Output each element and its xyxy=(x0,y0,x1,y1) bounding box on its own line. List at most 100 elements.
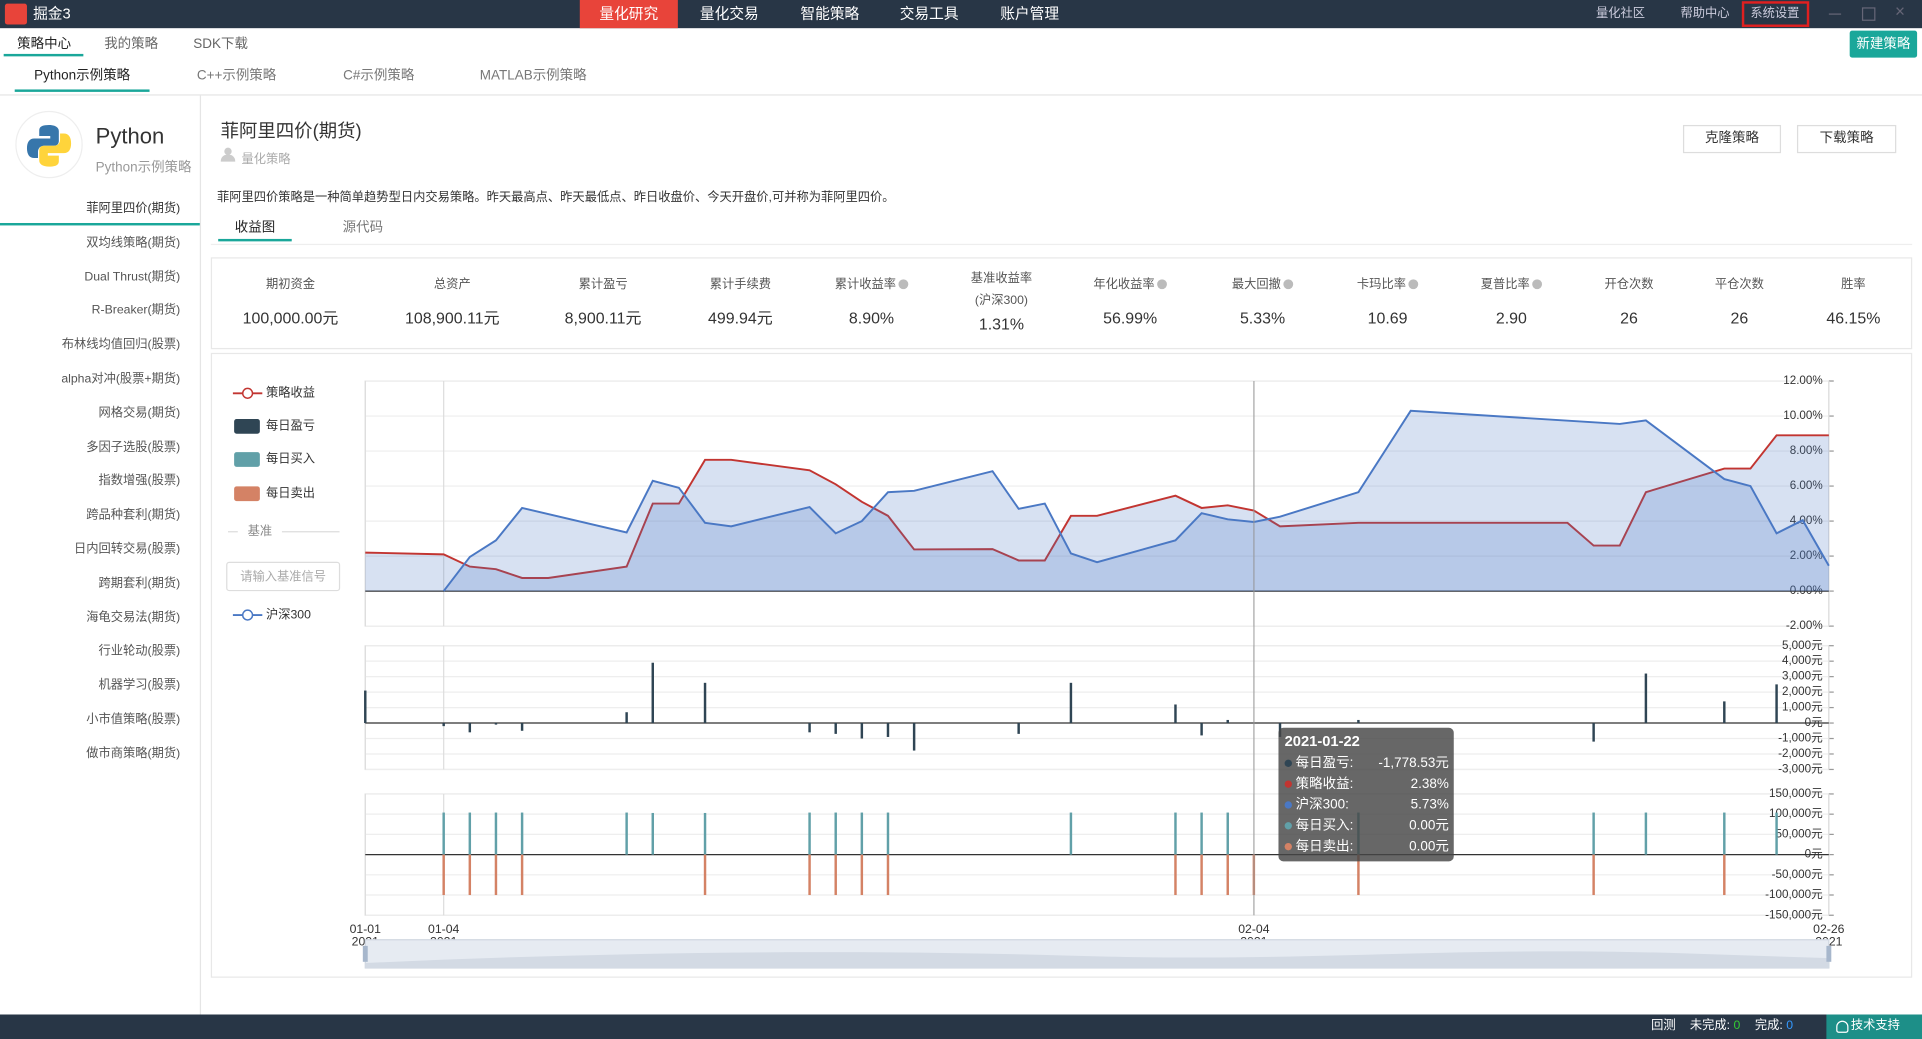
clone-button[interactable]: 克隆策略 xyxy=(1682,124,1782,154)
bar xyxy=(1644,673,1648,724)
bar xyxy=(520,723,524,731)
bar xyxy=(1200,812,1203,855)
bar xyxy=(1592,812,1595,855)
sidebar-item[interactable]: alpha对冲(股票+期货) xyxy=(61,372,181,386)
lang-tab[interactable]: MATLAB示例策略 xyxy=(479,68,587,84)
sidebar-item[interactable]: 跨品种套利(期货) xyxy=(86,508,181,523)
sidebar-item[interactable]: 小市值策略(股票) xyxy=(86,713,181,727)
legend-marker xyxy=(241,609,254,621)
nav-item[interactable]: 智能策略 xyxy=(800,4,860,23)
bar xyxy=(834,854,837,896)
lang-tab[interactable]: Python示例策略 xyxy=(34,68,131,84)
metric-note: (沪深300) xyxy=(974,294,1029,308)
strategy-tab[interactable]: 收益图 xyxy=(234,220,276,236)
sidebar-item[interactable]: 机器学习(股票) xyxy=(98,679,181,693)
metric-label-text: 夏普比率 xyxy=(1480,278,1530,292)
sidebar-item[interactable]: 海龟交易法(期货) xyxy=(86,610,181,625)
lang-tab[interactable]: C++示例策略 xyxy=(196,68,277,84)
metric-label-text: 基准收益率 xyxy=(970,272,1033,286)
sidebar-item[interactable]: 指数增强(股票) xyxy=(98,474,181,489)
y-tick-label: 3,000元 xyxy=(1782,670,1823,683)
y-tick-label: 10.00% xyxy=(1783,409,1822,422)
metric-label-text: 胜率 xyxy=(1841,278,1866,292)
bar xyxy=(1069,682,1073,724)
tooltip-dot xyxy=(1284,801,1292,809)
y-tick-label: 4,000元 xyxy=(1782,654,1823,667)
strategy-tab[interactable]: 源代码 xyxy=(342,220,384,236)
sub-tab[interactable]: 策略中心 xyxy=(17,36,72,52)
benchmark-input[interactable] xyxy=(226,561,341,592)
legend-swatch xyxy=(234,486,260,502)
y-tick-label: -100,000元 xyxy=(1765,888,1823,901)
metric-label: 卡玛比率 xyxy=(1314,277,1461,294)
metric-label: 基准收益率 xyxy=(928,271,1075,288)
nav-item[interactable]: 量化交易 xyxy=(699,4,759,23)
bar xyxy=(1226,854,1229,896)
sub-tab[interactable]: SDK下载 xyxy=(193,36,248,52)
legend-label: 策略收益 xyxy=(266,385,315,400)
sidebar-item[interactable]: 双均线策略(期货) xyxy=(86,236,181,250)
sub-tab[interactable]: 我的策略 xyxy=(104,36,159,52)
sidebar-item[interactable]: 菲阿里四价(期货) xyxy=(86,202,181,216)
y-tick-label: -2.00% xyxy=(1786,619,1823,632)
info-icon xyxy=(1157,279,1167,290)
bar xyxy=(468,723,472,733)
y-tick-label: 50,000元 xyxy=(1776,827,1824,840)
tooltip-value: 5.73% xyxy=(1410,797,1449,813)
nav-item[interactable]: 量化研究 xyxy=(579,0,678,29)
sidebar-item[interactable]: 日内回转交易(股票) xyxy=(73,542,181,557)
python-logo xyxy=(15,110,83,179)
bar xyxy=(468,812,472,855)
bar xyxy=(1723,812,1726,855)
minimize[interactable] xyxy=(1828,13,1842,15)
info-icon xyxy=(1532,279,1543,290)
sidebar-item[interactable]: R-Breaker(期货) xyxy=(91,304,181,318)
metric-value: 499.94元 xyxy=(708,308,773,328)
status-text: 回测 xyxy=(1651,1019,1676,1033)
metric-value: 46.15% xyxy=(1826,308,1881,328)
metric-label: 期初资金 xyxy=(217,277,364,294)
y-tick-label: -1,000元 xyxy=(1778,732,1823,745)
legend-label: 每日卖出 xyxy=(266,485,315,500)
legend-label: 每日盈亏 xyxy=(266,418,315,433)
bar xyxy=(442,723,445,727)
support-text[interactable]: 技术支持 xyxy=(1850,1019,1900,1033)
zoom-preview xyxy=(365,951,1829,968)
lang-tab[interactable]: C#示例策略 xyxy=(343,68,415,84)
sidebar-item[interactable]: Dual Thrust(期货) xyxy=(84,270,181,284)
sidebar-item[interactable]: 多因子选股(股票) xyxy=(86,440,181,455)
y-tick-label: 5,000元 xyxy=(1782,639,1823,652)
nav-right-item[interactable]: 帮助中心 xyxy=(1680,7,1730,21)
sidebar-item[interactable]: 做市商策略(期货) xyxy=(86,747,181,761)
download-button[interactable]: 下载策略 xyxy=(1796,124,1897,154)
metric-label-text: 开仓次数 xyxy=(1604,278,1654,292)
nav-item[interactable]: 账户管理 xyxy=(1000,4,1060,23)
bar xyxy=(1357,719,1360,724)
new-button[interactable]: 新建策略 xyxy=(1849,30,1918,58)
bar xyxy=(1069,812,1073,855)
sidebar-item[interactable]: 跨期套利(期货) xyxy=(98,576,181,591)
lang-underline xyxy=(14,89,150,92)
bar xyxy=(1644,812,1648,855)
nav-item[interactable]: 交易工具 xyxy=(899,4,959,23)
sidebar-item[interactable]: 布林线均值回归(股票) xyxy=(61,338,181,352)
bar xyxy=(364,690,367,724)
legend-label: 每日买入 xyxy=(266,451,315,466)
bar xyxy=(494,723,498,725)
nav-right-item[interactable]: 量化社区 xyxy=(1595,7,1645,21)
zoom-handle xyxy=(1826,945,1832,962)
sidebar-item[interactable]: 网格交易(期货) xyxy=(98,406,181,421)
bar xyxy=(1592,854,1595,896)
status-text: 完成: xyxy=(1754,1019,1783,1033)
status-text: 0 xyxy=(1786,1019,1794,1033)
status-text: 未完成: xyxy=(1689,1019,1731,1033)
close[interactable]: × xyxy=(1895,1,1906,21)
sidebar-item[interactable]: 行业轮动(股票) xyxy=(98,644,181,659)
x-tick-label: 02-04 xyxy=(1238,922,1270,936)
bar xyxy=(1226,719,1229,724)
bar xyxy=(886,812,890,855)
nav-right-item[interactable]: 系统设置 xyxy=(1750,7,1800,21)
maximize[interactable] xyxy=(1861,7,1876,21)
bar xyxy=(860,812,864,855)
metric-value: 5.33% xyxy=(1239,308,1286,328)
